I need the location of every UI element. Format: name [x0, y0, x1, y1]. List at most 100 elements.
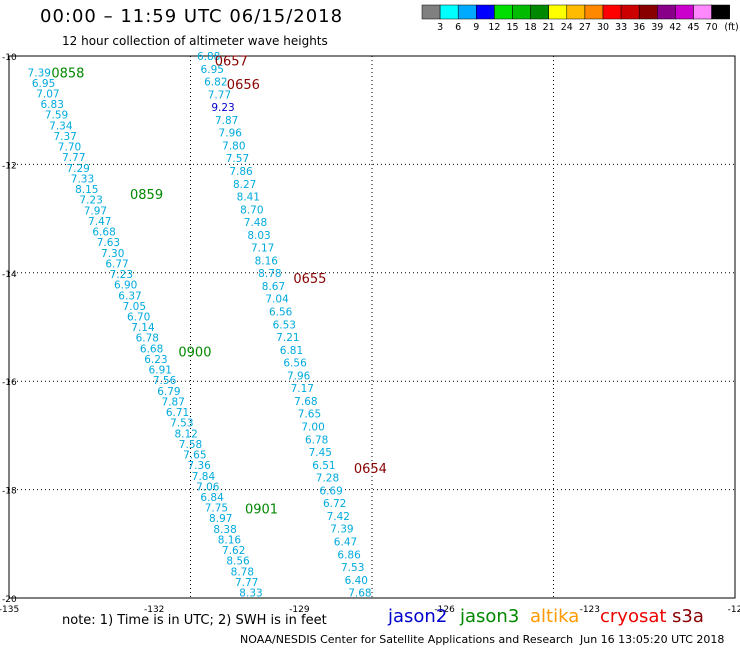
wave-height-value: 7.28 [316, 473, 339, 485]
color-bar-label: 12 [488, 22, 500, 33]
wave-height-value: 7.87 [215, 115, 238, 127]
wave-height-value: 8.12 [174, 428, 197, 440]
wave-height-value: 7.39 [330, 524, 353, 536]
wave-height-value: 7.23 [110, 269, 133, 281]
wave-height-value: 6.47 [334, 536, 357, 548]
wave-height-value: 6.79 [157, 386, 180, 398]
wave-height-value: 6.86 [337, 549, 361, 561]
wave-height-value: 7.77 [62, 152, 85, 164]
wave-height-value: 6.84 [200, 492, 224, 504]
wave-height-value: 9.23 [211, 102, 234, 114]
wave-height-value: 7.00 [301, 421, 324, 433]
color-bar-swatch [421, 4, 441, 20]
wave-height-value: 7.62 [222, 545, 245, 557]
x-tick-label: -12 [728, 605, 740, 615]
color-bar-label: 30 [597, 22, 609, 33]
pass-time-label: 0656 [227, 78, 260, 93]
wave-height-value: 6.77 [105, 258, 128, 270]
color-bar-swatch [457, 4, 477, 20]
wave-height-value: 6.95 [201, 64, 224, 76]
x-tick-label: -132 [144, 605, 164, 615]
wave-height-value: 7.36 [187, 460, 211, 472]
y-tick-label: -14 [2, 270, 17, 280]
x-tick-label: -123 [580, 605, 600, 615]
wave-height-value: 7.56 [153, 375, 177, 387]
color-bar-swatch [620, 4, 640, 20]
wave-height-value: 7.06 [196, 481, 220, 493]
wave-height-value: 7.96 [287, 370, 311, 382]
color-bar-swatch [512, 4, 531, 20]
color-bar-label: 36 [633, 22, 645, 33]
wave-height-value: 7.07 [36, 88, 59, 100]
color-bar-swatch [675, 4, 694, 20]
color-bar-swatch [548, 4, 568, 20]
wave-height-value: 8.70 [240, 204, 263, 216]
color-bar-label: 27 [579, 22, 591, 33]
color-bar-swatch [584, 4, 604, 20]
wave-height-value: 6.83 [41, 99, 64, 111]
x-tick-label: -126 [434, 605, 455, 615]
wave-height-value: 7.48 [244, 217, 267, 229]
wave-height-value: 6.82 [204, 77, 227, 89]
wave-height-value: 6.72 [323, 498, 346, 510]
wave-height-value: 7.70 [58, 142, 81, 154]
color-bar-swatch [638, 4, 658, 20]
color-bar-label: 15 [506, 22, 518, 33]
color-bar-label: 45 [687, 22, 699, 33]
satellite-legend-jason3: jason3 [460, 606, 520, 627]
wave-height-value: 8.67 [262, 281, 285, 293]
pass-time-label: 0655 [293, 272, 326, 287]
wave-height-value: 7.97 [84, 205, 107, 217]
wave-height-value: 7.21 [276, 332, 299, 344]
footnote: note: 1) Time is in UTC; 2) SWH is in fe… [62, 613, 327, 628]
color-bar-label: 3 [437, 22, 443, 33]
wave-height-value: 6.68 [92, 227, 115, 239]
wave-height-value: 8.27 [233, 179, 256, 191]
satellite-legend-cryosat: cryosat [600, 606, 667, 627]
page-title: 00:00 – 11:59 UTC 06/15/2018 [40, 6, 344, 27]
y-tick-label: -12 [2, 161, 17, 171]
wave-height-value: 7.58 [179, 439, 202, 451]
color-bar-label: 70 [706, 22, 718, 33]
color-bar-label: 42 [669, 22, 681, 33]
wave-height-value: 7.05 [123, 301, 146, 313]
wave-height-value: 6.91 [149, 365, 172, 377]
wave-height-value: 6.78 [136, 333, 159, 345]
wave-height-value: 8.38 [213, 524, 236, 536]
wave-height-value: 7.42 [327, 511, 350, 523]
wave-height-value: 6.56 [269, 307, 293, 319]
color-bar-label: 9 [473, 22, 479, 33]
wave-height-value: 7.47 [88, 216, 111, 228]
satellite-legend-altika: altika [530, 606, 580, 627]
color-bar-swatch [530, 4, 549, 20]
wave-height-value: 6.78 [305, 434, 328, 446]
satellite-legend-s3a: s3a [672, 606, 704, 627]
wave-height-value: 8.41 [237, 192, 260, 204]
color-bar-swatch [476, 4, 495, 20]
color-bar-label: 39 [651, 22, 663, 33]
wave-height-value: 7.30 [101, 248, 124, 260]
wave-height-value: 7.45 [309, 447, 332, 459]
color-bar-swatch [657, 4, 676, 20]
color-bar-label: 6 [455, 22, 461, 33]
wave-height-value: 8.03 [247, 230, 270, 242]
wave-height-value: 6.23 [144, 354, 167, 366]
color-bar-swatch [566, 4, 586, 20]
wave-height-value: 7.68 [294, 396, 317, 408]
pass-time-label: 0901 [245, 503, 278, 518]
wave-height-value: 6.69 [319, 485, 342, 497]
wave-height-value: 7.57 [226, 153, 249, 165]
wave-height-value: 7.53 [341, 562, 364, 574]
wave-height-value: 7.80 [222, 140, 245, 152]
wave-height-value: 6.70 [127, 311, 150, 323]
wave-height-value: 7.17 [251, 243, 274, 255]
wave-height-value: 7.53 [170, 418, 193, 430]
wave-height-value: 8.78 [231, 566, 254, 578]
pass-time-label: 0859 [130, 188, 163, 203]
wave-height-value: 6.81 [280, 345, 303, 357]
wave-height-value: 8.16 [255, 255, 279, 267]
color-bar-swatch [494, 4, 513, 20]
wave-height-value: 7.86 [229, 166, 253, 178]
wave-height-value: 6.68 [140, 343, 163, 355]
pass-time-label: 0900 [178, 345, 211, 360]
